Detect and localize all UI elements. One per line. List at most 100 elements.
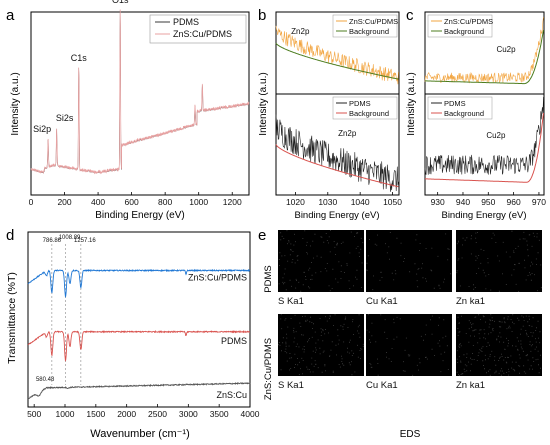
panel-b-zn2p: Intensity (a.u.) Binding Energy (eV) ZnS… (258, 11, 402, 221)
eds-cell-label-1-1: Cu Ka1 (366, 380, 398, 391)
series-label-0: ZnS:Cu/PDMS (188, 273, 247, 283)
panel-a-xtick-label: 200 (57, 197, 71, 207)
eds-speckle-0-0 (278, 230, 364, 292)
panel-letter-a: a (6, 7, 15, 24)
peak-label-si2p: Si2p (33, 124, 51, 134)
eds-cell-label-0-2: Zn ka1 (456, 296, 485, 307)
panel-c-xtick-label: 950 (481, 197, 495, 207)
legend-box-bottom (427, 96, 493, 120)
panel-b-ylabel: Intensity (a.u.) (258, 72, 269, 135)
peak-label-c1s: C1s (71, 53, 88, 63)
eds-map-1-1 (366, 314, 452, 376)
panel-d-xtick-label: 2500 (148, 409, 167, 419)
peak-annotation-2: 1257.16 (74, 238, 96, 244)
panel-d-xtick-label: 3000 (179, 409, 198, 419)
panel-d-xtick-label: 1500 (86, 409, 105, 419)
legend-label-bottom-1: Background (349, 109, 389, 118)
signal-line-bottom (424, 96, 544, 175)
background-line-top (275, 42, 399, 80)
legend-label-bottom-0: PDMS (349, 99, 371, 108)
panel-a-xps-survey: Intensity (a.u.) Binding Energy (eV) PDM… (10, 0, 250, 221)
legend-box-top (332, 14, 398, 38)
peak-label-si2s: Si2s (56, 113, 74, 123)
panel-a-xtick-label: 800 (158, 197, 172, 207)
panel-d-frame (27, 231, 251, 408)
panel-b-frame (275, 11, 400, 196)
legend-label-top-0: ZnS:Cu/PDMS (349, 17, 398, 26)
panel-d-xtick-label: 4000 (241, 409, 260, 419)
panel-a-xtick-label: 600 (125, 197, 139, 207)
annotation-bottom: Cu2p (486, 131, 506, 140)
series-line-zns-cu-pdms (30, 9, 250, 175)
panel-c-cu2p: Intensity (a.u.) Binding Energy (eV) ZnS… (406, 11, 546, 221)
peak-annotation-0: 786.86 (43, 238, 62, 244)
panel-d-ylabel: Transmittance (%T) (6, 272, 18, 364)
legend-label-top-0: ZnS:Cu/PDMS (444, 17, 493, 26)
panel-c-xlabel: Binding Energy (eV) (441, 210, 526, 221)
eds-map-0-1 (366, 230, 452, 292)
legend-label-1: ZnS:Cu/PDMS (173, 29, 232, 39)
eds-row-label-composite: ZnS:Cu/PDMS (263, 338, 274, 400)
annotation-top: Cu2p (496, 45, 516, 54)
panel-a-xlabel: Binding Energy (eV) (95, 210, 185, 221)
legend-label-bottom-0: PDMS (444, 99, 466, 108)
eds-cell-label-1-0: S Ka1 (278, 380, 304, 391)
panel-c-ylabel: Intensity (a.u.) (406, 72, 417, 135)
background-line-bottom (424, 112, 544, 183)
eds-cell-label-0-1: Cu Ka1 (366, 296, 398, 307)
legend-label-top-1: Background (444, 27, 484, 36)
background-line-bottom (275, 144, 399, 188)
legend-box (149, 14, 247, 44)
panel-d-xtick-label: 500 (27, 409, 41, 419)
panel-c-frame (424, 11, 545, 196)
panel-d-xtick-label: 2000 (117, 409, 136, 419)
series-line-zns-cu-pdms (27, 268, 251, 298)
signal-line-top (275, 25, 399, 85)
legend-box-bottom (332, 96, 398, 120)
panel-a-legend: PDMS ZnS:Cu/PDMS (149, 14, 247, 44)
panel-c-xtick-label: 970 (532, 197, 546, 207)
panel-c-xtick-label: 940 (456, 197, 470, 207)
series-label-2: ZnS:Cu (216, 390, 247, 400)
panel-a-xtick-label: 0 (29, 197, 34, 207)
eds-map-0-0 (278, 230, 364, 292)
legend-label-top-1: Background (349, 27, 389, 36)
panel-a-ylabel: Intensity (a.u.) (10, 72, 21, 135)
peak-annotation-1: 1008.89 (59, 235, 81, 241)
legend-box-top (427, 14, 493, 38)
panel-letter-c: c (406, 7, 414, 24)
panel-b-xtick-label: 1020 (286, 197, 305, 207)
panel-a-xtick-label: 1000 (189, 197, 208, 207)
signal-line-bottom (275, 114, 399, 192)
background-line-top (425, 30, 544, 85)
eds-speckle-1-2 (456, 314, 541, 376)
series-label-1: PDMS (221, 336, 247, 346)
panel-d-xlabel: Wavenumber (cm⁻¹) (90, 428, 190, 440)
signal-line-top (424, 17, 544, 84)
eds-map-1-2 (456, 314, 542, 376)
panel-letter-b: b (258, 7, 266, 24)
peak-label-o1s: O1s (112, 0, 129, 5)
annotation-top: Zn2p (291, 27, 310, 36)
legend-label-0: PDMS (173, 17, 199, 27)
panel-c-xtick-label: 930 (431, 197, 445, 207)
legend-label-bottom-1: Background (444, 109, 484, 118)
series-line-zns-cu (27, 382, 251, 399)
panel-b-xtick-label: 1050 (383, 197, 402, 207)
eds-speckle-0-2 (456, 230, 542, 292)
panel-d-xtick-label: 3500 (210, 409, 229, 419)
panel-a-xtick-label: 1200 (223, 197, 242, 207)
panel-e-eds: PDMS ZnS:Cu/PDMS EDS S Ka1 Cu Ka1 Zn ka1 S … (263, 230, 542, 440)
eds-cell-label-1-2: Zn ka1 (456, 380, 485, 391)
eds-xlabel: EDS (400, 429, 421, 440)
panel-letter-d: d (6, 227, 14, 244)
panel-a-xtick-label: 400 (91, 197, 105, 207)
eds-map-1-0 (278, 314, 364, 376)
panel-c-xtick-label: 960 (507, 197, 521, 207)
panel-b-xtick-label: 1030 (318, 197, 337, 207)
series-line-pdms (27, 329, 250, 362)
panel-d-ftir: Transmittance (%T) Wavenumber (cm⁻¹) ZnS… (6, 231, 260, 440)
annotation-bottom: Zn2p (338, 129, 357, 138)
panel-d-xtick-label: 1000 (56, 409, 75, 419)
